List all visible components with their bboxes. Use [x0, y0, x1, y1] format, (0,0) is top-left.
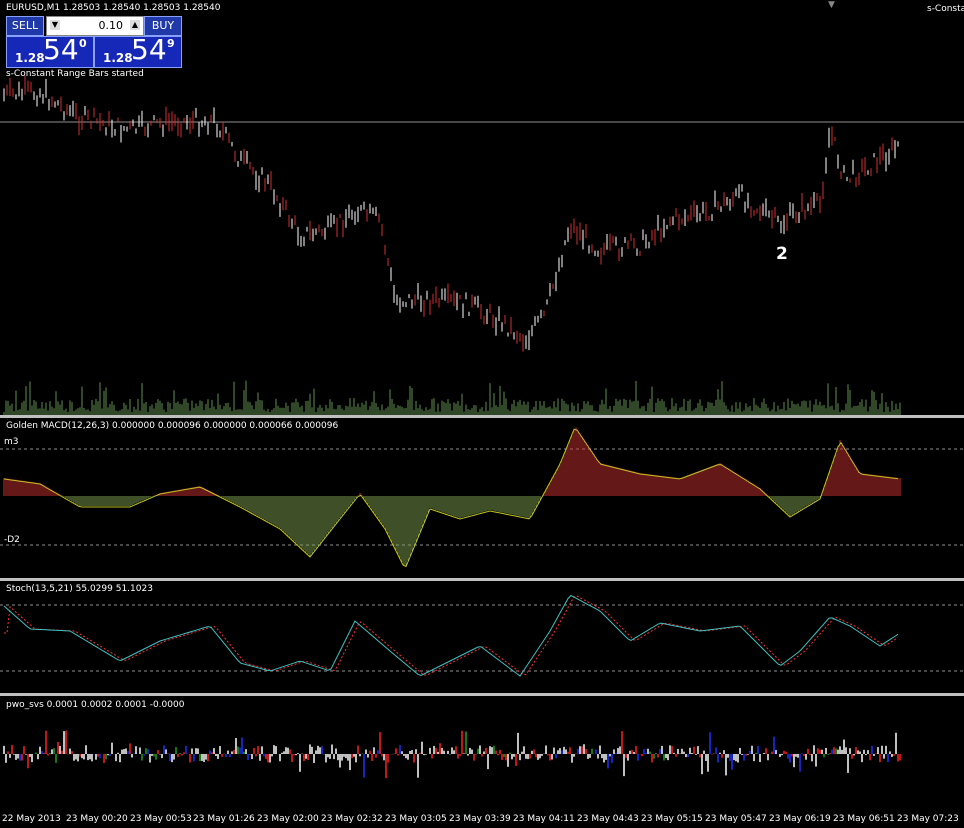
buy-price-button[interactable]: 1.28 54 9: [94, 33, 182, 68]
lot-size-value[interactable]: 0.10: [98, 19, 124, 32]
macd-label: Golden MACD(12,26,3) 0.000000 0.000096 0…: [6, 421, 339, 431]
time-axis-label: 23 May 07:23: [897, 814, 959, 824]
lot-size-input[interactable]: ▼ 0.10 ▲: [46, 16, 144, 36]
price-chart-canvas[interactable]: [0, 0, 964, 416]
status-text: s-Constant Range Bars started: [6, 69, 144, 79]
time-axis-label: 23 May 05:15: [641, 814, 703, 824]
panel-separator[interactable]: [0, 693, 964, 696]
time-axis-label: 23 May 06:19: [769, 814, 831, 824]
sell-price-sup: 0: [79, 37, 87, 50]
pwo-canvas: [3, 730, 901, 779]
stochastic-label: Stoch(13,5,21) 55.0299 51.1023: [6, 584, 153, 594]
time-axis-label: 23 May 00:20: [66, 814, 128, 824]
symbol-label: EURUSD,M1: [6, 3, 61, 13]
time-axis-label: 23 May 05:47: [705, 814, 767, 824]
chart-annotation: 2: [776, 244, 788, 264]
time-axis-label: 23 May 02:32: [321, 814, 383, 824]
time-axis-label: 23 May 06:51: [833, 814, 895, 824]
pwo-panel[interactable]: pwo_svs 0.0001 0.0002 0.0001 -0.0000: [0, 696, 964, 812]
stoch-main-line: [3, 594, 899, 677]
time-axis-label: 23 May 03:05: [385, 814, 447, 824]
lot-decrease-icon[interactable]: ▼: [50, 20, 60, 30]
buy-price-sup: 9: [167, 37, 175, 50]
lot-increase-icon[interactable]: ▲: [130, 20, 140, 30]
stochastic-canvas: [0, 594, 964, 677]
sell-button[interactable]: SELL: [6, 16, 44, 36]
time-axis-label: 23 May 04:11: [513, 814, 575, 824]
pwo-label: pwo_svs 0.0001 0.0002 0.0001 -0.0000: [6, 700, 185, 710]
time-axis-label: 23 May 04:43: [577, 814, 639, 824]
sell-price-button[interactable]: 1.28 54 0: [6, 33, 94, 68]
stochastic-panel[interactable]: Stoch(13,5,21) 55.0299 51.1023: [0, 581, 964, 693]
buy-price-prefix: 1.28: [103, 51, 133, 65]
time-axis-label: 23 May 00:53: [130, 814, 192, 824]
ohlc-values: 1.28503 1.28540 1.28503 1.28540: [63, 3, 221, 13]
sell-price-big: 54: [43, 33, 79, 66]
macd-upper-level: m3: [4, 437, 19, 447]
time-axis-label: 23 May 03:39: [449, 814, 511, 824]
macd-panel[interactable]: Golden MACD(12,26,3) 0.000000 0.000096 0…: [0, 418, 964, 578]
time-axis-label: 23 May 02:00: [257, 814, 319, 824]
time-axis-label: 23 May 01:26: [193, 814, 255, 824]
time-axis-label: 22 May 2013: [2, 814, 61, 824]
price-chart-panel[interactable]: EURUSD,M1 1.28503 1.28540 1.28503 1.2854…: [0, 0, 964, 416]
macd-lower-level: -D2: [4, 535, 20, 545]
macd-canvas: [0, 427, 964, 568]
time-axis: 22 May 2013 23 May 00:20 23 May 00:53 23 Ma…: [0, 812, 964, 828]
macd-signal-line: [3, 428, 899, 568]
sell-price-prefix: 1.28: [15, 51, 45, 65]
panel-separator[interactable]: [0, 578, 964, 581]
buy-price-big: 54: [131, 33, 167, 66]
buy-button[interactable]: BUY: [144, 16, 182, 36]
panel-collapse-icon[interactable]: ▼: [828, 0, 835, 10]
expert-name-label: s-Constant: [927, 4, 964, 14]
stoch-signal-line: [4, 595, 899, 676]
chart-header: EURUSD,M1 1.28503 1.28540 1.28503 1.2854…: [6, 3, 220, 13]
panel-separator[interactable]: [0, 415, 964, 418]
one-click-trading-panel: SELL ▼ 0.10 ▲ BUY 1.28 54 0 1.28 54 9: [6, 16, 182, 68]
